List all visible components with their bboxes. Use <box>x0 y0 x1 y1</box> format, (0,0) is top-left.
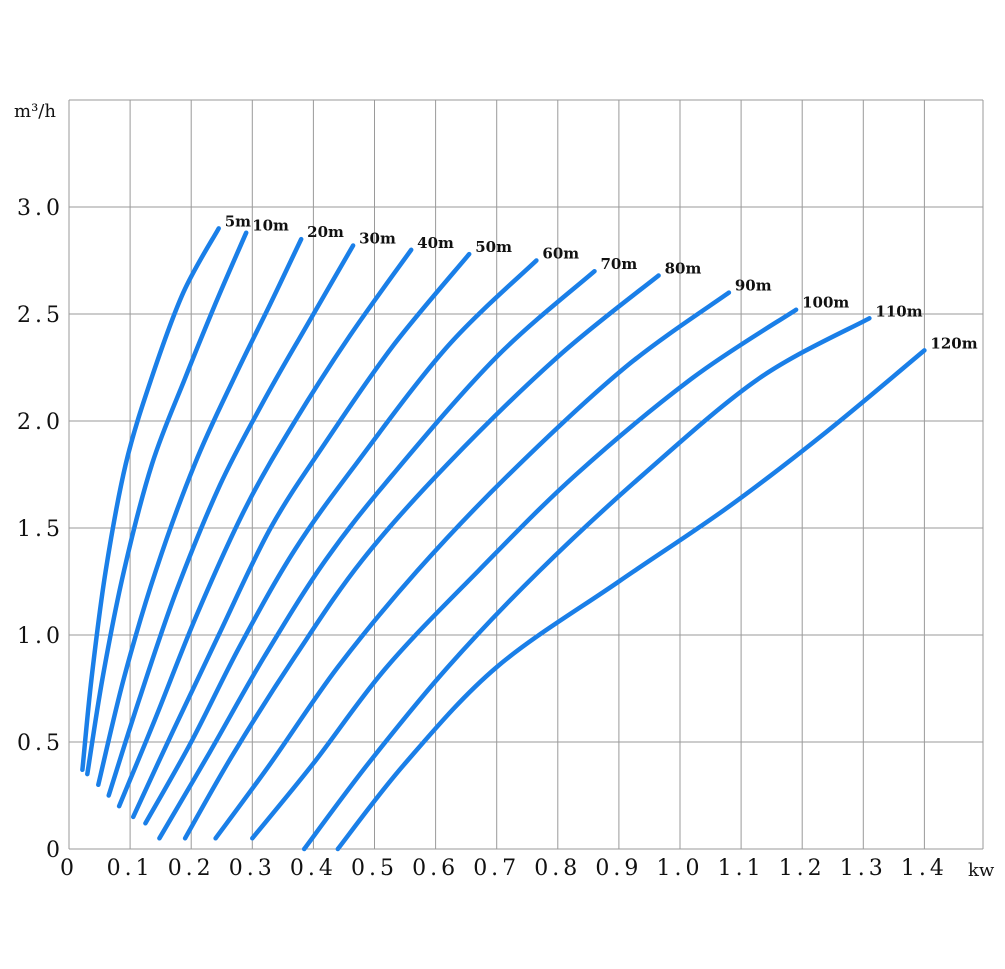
y-tick-label: 0.5 <box>17 731 64 756</box>
curve-label-50m: 50m <box>475 238 512 256</box>
curve-50m <box>130 251 472 820</box>
curve-label-120m: 120m <box>930 334 977 352</box>
x-tick-label: 0.7 <box>473 856 520 881</box>
tick-labels: 0 0.1 0.2 0.3 0.4 0.5 0.6 0.7 0.8 0.9 1.0 1.1 1.2 1.3… <box>17 196 948 881</box>
curve-120m <box>335 348 927 852</box>
x-tick-label: 1.1 <box>718 856 765 881</box>
y-axis-unit-label: m³/h <box>14 101 56 122</box>
x-tick-label: 0 <box>60 856 78 881</box>
curve-30m <box>106 243 356 798</box>
y-tick-label: 1.5 <box>17 517 64 542</box>
curve-label-5m: 5m <box>225 212 251 230</box>
y-tick-label: 0 <box>46 838 64 863</box>
curve-70m <box>157 268 597 841</box>
x-tick-label: 1.4 <box>901 856 948 881</box>
x-tick-label: 1.3 <box>840 856 887 881</box>
curves <box>80 226 927 852</box>
x-tick-label: 0.9 <box>595 856 642 881</box>
curve-label-40m: 40m <box>417 234 454 252</box>
x-tick-label: 1.2 <box>779 856 826 881</box>
x-tick-label: 0.5 <box>351 856 398 881</box>
x-tick-label: 0.2 <box>168 856 215 881</box>
y-tick-label: 2.5 <box>17 303 64 328</box>
curve-110m <box>301 316 872 852</box>
curve-10m <box>85 230 249 777</box>
curve-label-20m: 20m <box>307 223 344 241</box>
y-tick-label: 1.0 <box>17 624 64 649</box>
axes: m³/h kw <box>14 101 995 881</box>
curve-labels: 5m 10m 20m 30m 40m 50m 60m 70m 80m 90m 100m 110m 120… <box>225 212 978 352</box>
curve-label-100m: 100m <box>802 294 849 312</box>
x-tick-label: 0.6 <box>412 856 459 881</box>
x-axis-unit-label: kw <box>968 860 995 881</box>
curve-80m <box>182 273 661 841</box>
curve-5m <box>80 226 221 773</box>
curve-label-110m: 110m <box>875 302 922 320</box>
curve-40m <box>116 247 414 809</box>
grid <box>68 99 984 850</box>
curve-label-80m: 80m <box>665 259 702 277</box>
curve-label-10m: 10m <box>252 217 289 235</box>
x-tick-label: 1.0 <box>657 856 704 881</box>
curve-label-60m: 60m <box>542 245 579 263</box>
x-tick-label: 0.4 <box>290 856 337 881</box>
x-tick-label: 0.8 <box>534 856 581 881</box>
curve-label-90m: 90m <box>735 277 772 295</box>
curve-label-70m: 70m <box>600 255 637 273</box>
x-tick-label: 0.3 <box>229 856 276 881</box>
curve-20m <box>96 236 304 788</box>
curve-label-30m: 30m <box>359 230 396 248</box>
curve-90m <box>213 290 732 841</box>
curve-100m <box>250 307 799 841</box>
y-tick-label: 2.0 <box>17 410 64 435</box>
curve-60m <box>143 258 539 826</box>
x-tick-label: 0.1 <box>107 856 154 881</box>
y-tick-label: 3.0 <box>17 196 64 221</box>
